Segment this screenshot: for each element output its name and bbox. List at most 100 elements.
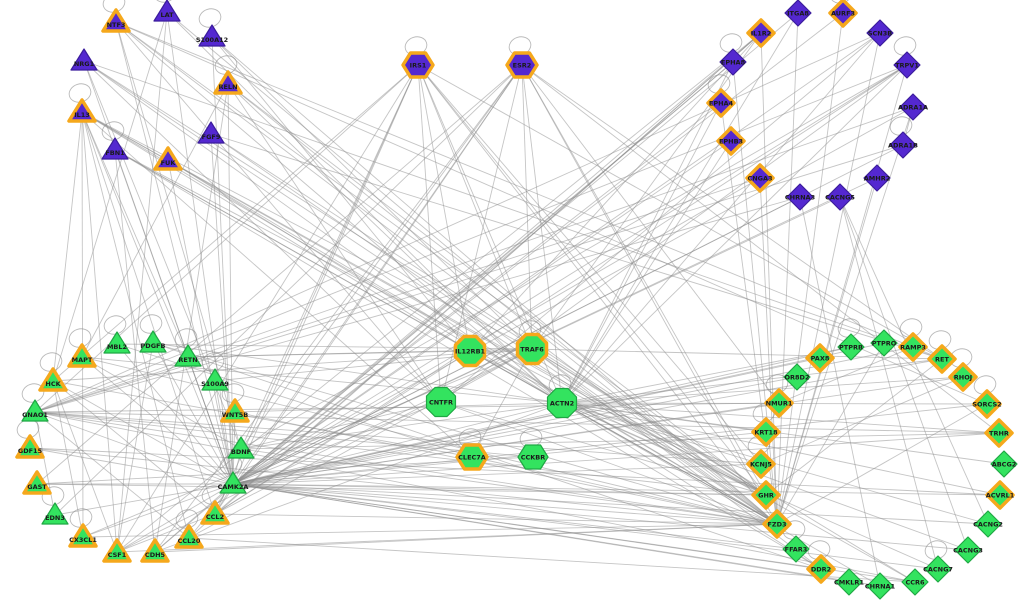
- node-HCK[interactable]: [38, 367, 68, 392]
- node-IL13[interactable]: [67, 98, 97, 123]
- node-PTPRB[interactable]: [837, 333, 865, 361]
- node-CAMK2A[interactable]: [219, 471, 247, 494]
- node-group-NTF3[interactable]: NTF3: [101, 8, 131, 33]
- node-NMUR1[interactable]: [764, 388, 794, 418]
- node-GHR[interactable]: [751, 480, 781, 510]
- node-group-ACVRL1[interactable]: ACVRL1: [985, 480, 1015, 510]
- node-group-FBN1[interactable]: FBN1: [101, 137, 129, 160]
- node-ADRA1A[interactable]: [899, 93, 927, 121]
- node-group-CNTFR[interactable]: CNTFR: [425, 386, 457, 418]
- node-group-CACNG3[interactable]: CACNG3: [953, 536, 983, 564]
- node-PAX8[interactable]: [805, 343, 835, 373]
- node-EPHA8[interactable]: [719, 48, 747, 76]
- node-group-CSF1[interactable]: CSF1: [102, 538, 132, 563]
- node-group-CX3CL1[interactable]: CX3CL1: [68, 523, 98, 548]
- node-AURF3[interactable]: [828, 0, 858, 28]
- node-CSF1[interactable]: [102, 538, 132, 563]
- node-group-RHOJ[interactable]: RHOJ: [948, 362, 978, 392]
- node-group-LAT[interactable]: LAT: [153, 0, 181, 22]
- node-group-CCR6[interactable]: CCR6: [901, 568, 929, 596]
- node-EPHB3[interactable]: [716, 126, 746, 156]
- node-group-GDF15[interactable]: GDF15: [15, 434, 45, 459]
- node-MBL2[interactable]: [103, 331, 131, 354]
- node-WNT5B[interactable]: [220, 398, 250, 423]
- node-CMKLR1[interactable]: [835, 568, 863, 596]
- node-MAPT[interactable]: [67, 343, 97, 368]
- node-group-IL13[interactable]: IL13: [67, 98, 97, 123]
- node-CNTFR[interactable]: [425, 386, 457, 418]
- node-group-AMHR2[interactable]: AMHR2: [863, 164, 891, 192]
- node-GDF15[interactable]: [15, 434, 45, 459]
- node-group-ACTN2[interactable]: ACTN2: [546, 387, 578, 419]
- node-group-SORCS2[interactable]: SORCS2: [972, 389, 1002, 419]
- node-group-PTPRB[interactable]: PTPRB: [837, 333, 865, 361]
- node-CACNG3[interactable]: [954, 536, 982, 564]
- node-NRG1[interactable]: [70, 48, 98, 71]
- node-CCL20[interactable]: [174, 524, 204, 549]
- node-CHRNA3[interactable]: [786, 183, 814, 211]
- node-group-MBL2[interactable]: MBL2: [103, 331, 131, 354]
- node-group-SCN3B[interactable]: SCN3B: [866, 19, 894, 47]
- node-group-FUK[interactable]: FUK: [153, 146, 183, 171]
- node-group-CACNG5[interactable]: CACNG5: [825, 183, 855, 211]
- node-CACNG5[interactable]: [826, 183, 854, 211]
- node-GNAO1[interactable]: [21, 399, 49, 422]
- node-CLEC7A[interactable]: [455, 443, 489, 471]
- node-CCR6[interactable]: [901, 568, 929, 596]
- node-ACVRL1[interactable]: [985, 480, 1015, 510]
- node-group-AURF3[interactable]: AURF3: [828, 0, 858, 28]
- node-group-IL12RB1[interactable]: IL12RB1: [453, 334, 487, 368]
- node-group-S100A12[interactable]: S100A12: [196, 24, 228, 47]
- node-PDGFB[interactable]: [139, 330, 167, 353]
- node-CDH5[interactable]: [140, 538, 170, 563]
- node-group-FZD3[interactable]: FZD3: [762, 509, 792, 539]
- node-ITGA8[interactable]: [784, 0, 812, 27]
- node-group-TRHR[interactable]: TRHR: [984, 418, 1014, 448]
- node-group-CCL2[interactable]: CCL2: [200, 500, 230, 525]
- node-AMHR2[interactable]: [863, 164, 891, 192]
- node-CNGA3[interactable]: [745, 163, 775, 193]
- node-BDNF[interactable]: [227, 436, 255, 459]
- node-group-ABCG2[interactable]: ABCG2: [990, 450, 1018, 478]
- node-DDR2[interactable]: [806, 554, 836, 584]
- node-FUK[interactable]: [153, 146, 183, 171]
- node-CACNG7[interactable]: [924, 555, 952, 583]
- node-FGF9[interactable]: [197, 121, 225, 144]
- node-group-ITGA8[interactable]: ITGA8: [784, 0, 812, 27]
- node-group-HCK[interactable]: HCK: [38, 367, 68, 392]
- node-group-CLEC7A[interactable]: CLEC7A: [455, 443, 489, 471]
- node-group-CACNG7[interactable]: CACNG7: [923, 555, 953, 583]
- node-CCL2[interactable]: [200, 500, 230, 525]
- node-group-EPHA4[interactable]: EPHA4: [706, 88, 736, 118]
- node-FBN1[interactable]: [101, 137, 129, 160]
- node-RELN[interactable]: [213, 70, 243, 95]
- node-EDN3[interactable]: [41, 502, 69, 525]
- node-OR8D2[interactable]: [783, 363, 811, 391]
- node-RET[interactable]: [927, 344, 957, 374]
- node-TRPV1[interactable]: [893, 51, 921, 79]
- node-group-ESR2[interactable]: ESR2: [505, 51, 539, 79]
- node-KRT18[interactable]: [751, 417, 781, 447]
- node-group-TRAF6[interactable]: TRAF6: [515, 332, 549, 366]
- node-IL12RB1[interactable]: [453, 334, 487, 368]
- node-group-KRT18[interactable]: KRT18: [751, 417, 781, 447]
- node-CX3CL1[interactable]: [68, 523, 98, 548]
- node-group-CHRNA1[interactable]: CHRNA1: [865, 572, 896, 600]
- node-IL1R2[interactable]: [746, 18, 776, 48]
- node-FZD3[interactable]: [762, 509, 792, 539]
- node-group-PDGFB[interactable]: PDGFB: [139, 330, 167, 353]
- node-RAMP3[interactable]: [898, 332, 928, 362]
- node-IRS1[interactable]: [401, 51, 435, 79]
- node-TRAF6[interactable]: [515, 332, 549, 366]
- node-ESR2[interactable]: [505, 51, 539, 79]
- node-SCN3B[interactable]: [866, 19, 894, 47]
- node-group-GAST[interactable]: GAST: [22, 470, 52, 495]
- node-group-CACNG2[interactable]: CACNG2: [973, 510, 1003, 538]
- node-S100A9[interactable]: [201, 368, 229, 391]
- node-group-ADRA1A[interactable]: ADRA1A: [898, 93, 928, 121]
- node-ACTN2[interactable]: [546, 387, 578, 419]
- node-group-IRS1[interactable]: IRS1: [401, 51, 435, 79]
- node-S100A12[interactable]: [198, 24, 226, 47]
- node-CHRNA1[interactable]: [866, 572, 894, 600]
